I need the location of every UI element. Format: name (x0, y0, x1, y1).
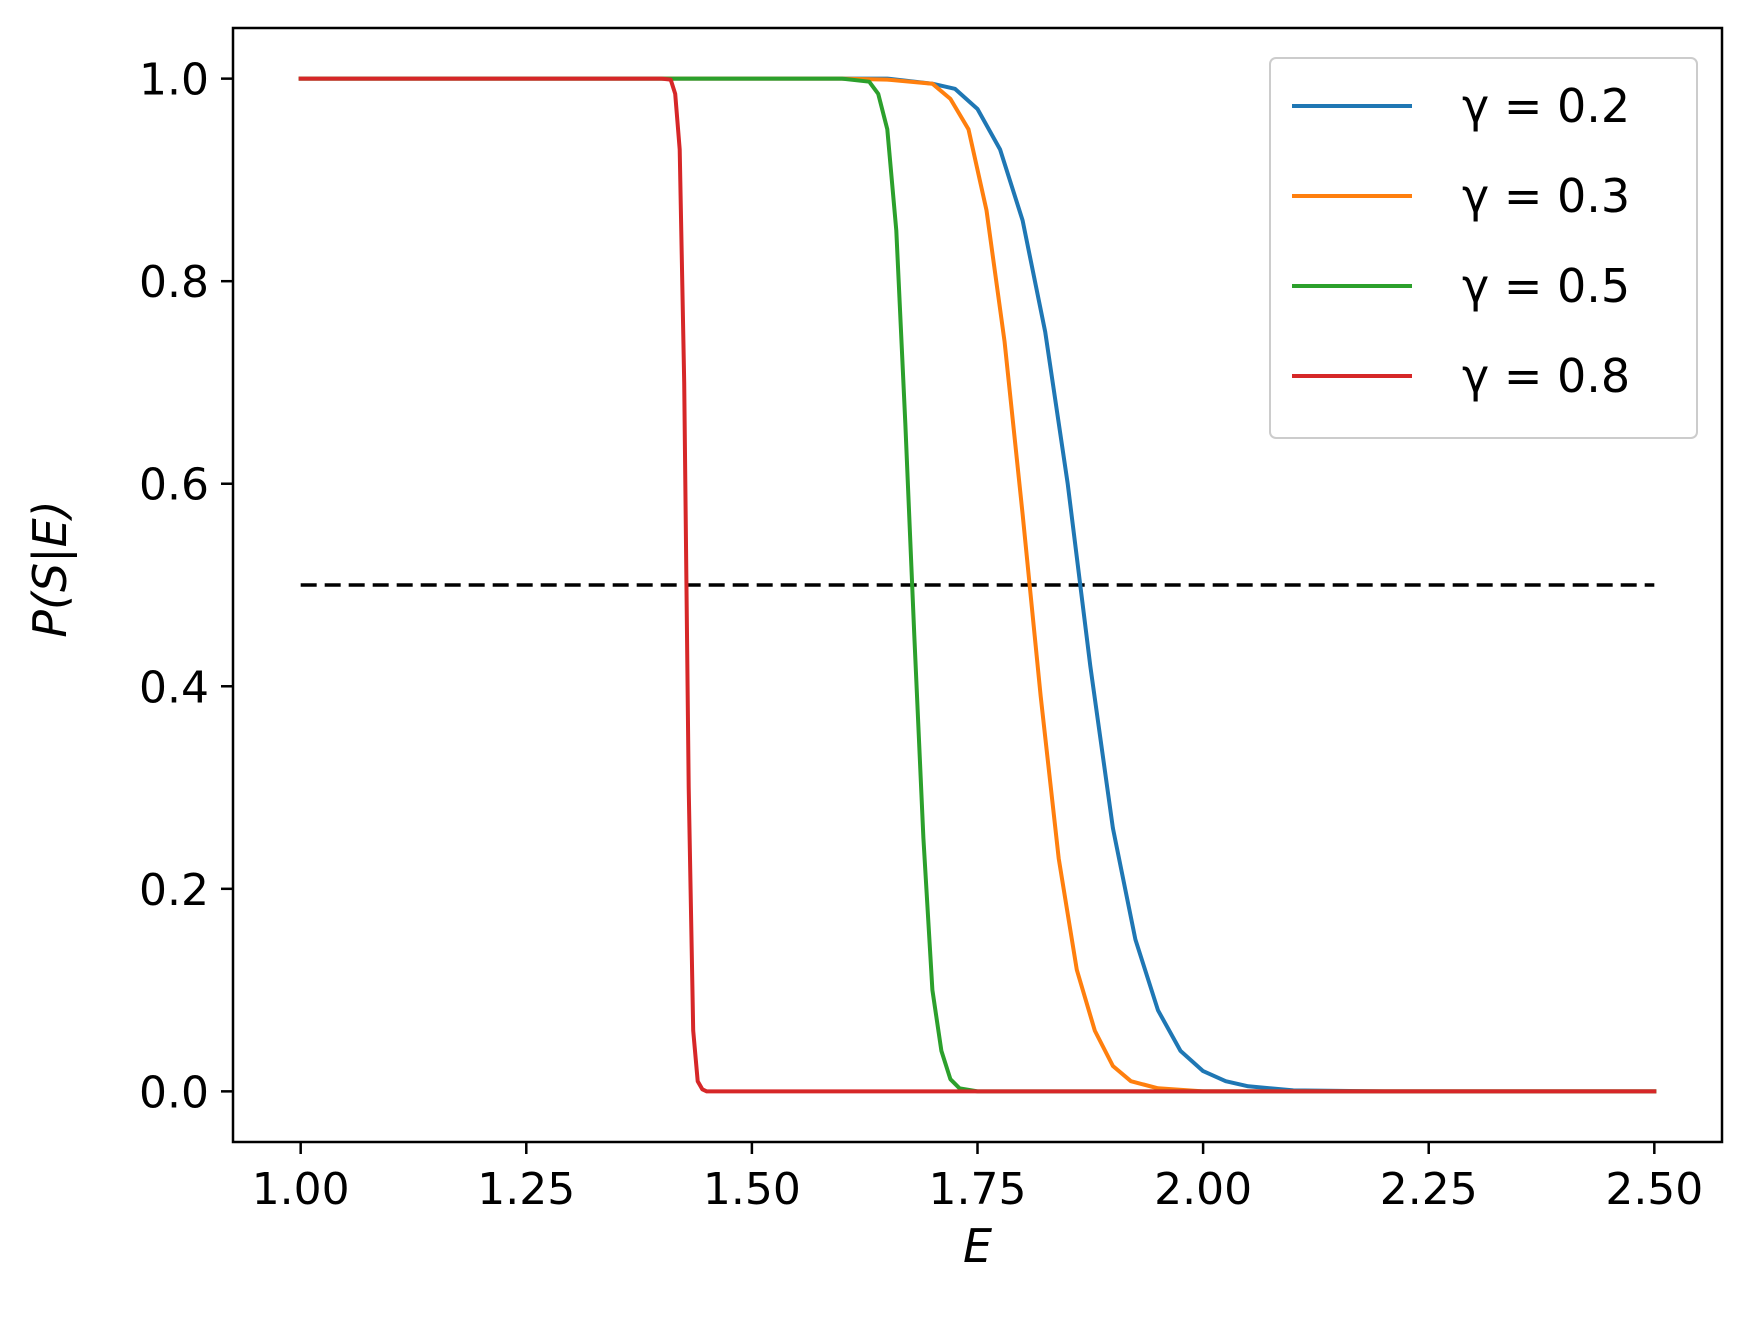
x-tick-label: 1.25 (477, 1164, 575, 1215)
legend-box (1269, 57, 1698, 439)
y-tick-label: 0.4 (139, 662, 209, 713)
series-line (298, 76, 1657, 1094)
legend: γ = 0.2 γ = 0.3 γ = 0.5 γ = 0.8 (1269, 57, 1698, 439)
ticks-layer: 1.00 1.25 1.50 1.75 2.00 2.25 2.50 0.0 0.2 0.4 0.6… (139, 55, 1703, 1215)
y-tick-label: 0.2 (139, 865, 209, 916)
legend-label: γ = 0.3 (1462, 169, 1630, 223)
legend-label: γ = 0.5 (1462, 259, 1630, 313)
marks-layer (298, 76, 1657, 1094)
legend-items: γ = 0.2 γ = 0.3 γ = 0.5 γ = 0.8 (1292, 79, 1630, 403)
x-tick-label: 2.00 (1154, 1164, 1252, 1215)
y-tick-label: 0.8 (139, 257, 209, 308)
x-tick-label: 2.25 (1380, 1164, 1478, 1215)
y-tick-label: 1.0 (139, 55, 209, 106)
legend-label: γ = 0.8 (1462, 349, 1630, 403)
legend-label: γ = 0.2 (1462, 79, 1630, 133)
x-tick-label: 1.75 (929, 1164, 1027, 1215)
series-line (298, 76, 1657, 1094)
x-tick-label: 2.50 (1605, 1164, 1703, 1215)
x-tick-label: 1.50 (703, 1164, 801, 1215)
series-line (298, 76, 1657, 1094)
x-axis-label: E (963, 1219, 992, 1273)
y-axis-label: P(S|E) (23, 500, 78, 637)
x-tick-label: 1.00 (252, 1164, 350, 1215)
y-tick-label: 0.6 (139, 460, 209, 511)
y-tick-label: 0.0 (139, 1067, 209, 1118)
